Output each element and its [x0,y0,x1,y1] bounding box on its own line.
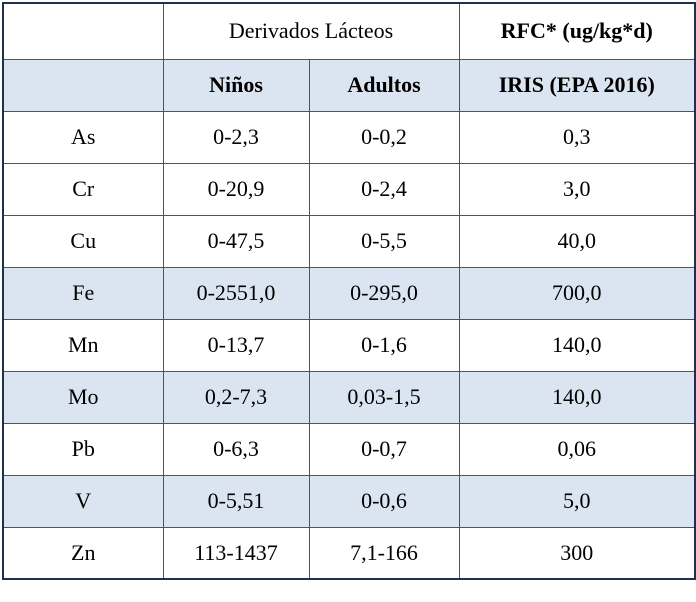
rfc-value-cell: 300 [458,526,696,580]
rfc-value-cell: 3,0 [458,162,696,216]
header-row-2: Niños Adultos IRIS (EPA 2016) [2,58,696,112]
column-header-children: Niños [162,58,310,112]
adults-value-cell: 0-0,2 [308,110,460,164]
rfc-value-cell: 40,0 [458,214,696,268]
element-cell: As [2,110,164,164]
adults-value-cell: 0-295,0 [308,266,460,320]
table-row: Zn 113-1437 7,1-166 300 [2,526,696,580]
element-cell: Zn [2,526,164,580]
adults-value-cell: 0-0,7 [308,422,460,476]
adults-value-cell: 0-2,4 [308,162,460,216]
table-row: Pb 0-6,3 0-0,7 0,06 [2,422,696,476]
element-cell: Mn [2,318,164,372]
children-value-cell: 113-1437 [162,526,310,580]
children-value-cell: 0-20,9 [162,162,310,216]
adults-value-cell: 0-1,6 [308,318,460,372]
rfc-value-cell: 700,0 [458,266,696,320]
table-row: Fe 0-2551,0 0-295,0 700,0 [2,266,696,320]
data-table: Derivados Lácteos RFC* (ug/kg*d) Niños A… [2,2,696,580]
element-cell: Mo [2,370,164,424]
rfc-value-cell: 140,0 [458,370,696,424]
table-row: Cu 0-47,5 0-5,5 40,0 [2,214,696,268]
subheader-corner-cell [2,58,164,112]
rfc-value-cell: 140,0 [458,318,696,372]
table-row: As 0-2,3 0-0,2 0,3 [2,110,696,164]
children-value-cell: 0-5,51 [162,474,310,528]
header-corner-cell [2,2,164,60]
rfc-value-cell: 5,0 [458,474,696,528]
element-cell: Pb [2,422,164,476]
element-cell: Cr [2,162,164,216]
header-rfc: RFC* (ug/kg*d) [458,2,696,60]
children-value-cell: 0-6,3 [162,422,310,476]
adults-value-cell: 0-5,5 [308,214,460,268]
table-row: Cr 0-20,9 0-2,4 3,0 [2,162,696,216]
element-cell: V [2,474,164,528]
column-header-iris: IRIS (EPA 2016) [458,58,696,112]
rfc-value-cell: 0,06 [458,422,696,476]
element-cell: Cu [2,214,164,268]
table-row: V 0-5,51 0-0,6 5,0 [2,474,696,528]
adults-value-cell: 0-0,6 [308,474,460,528]
adults-value-cell: 0,03-1,5 [308,370,460,424]
children-value-cell: 0-47,5 [162,214,310,268]
rfc-value-cell: 0,3 [458,110,696,164]
children-value-cell: 0,2-7,3 [162,370,310,424]
table-row: Mn 0-13,7 0-1,6 140,0 [2,318,696,372]
adults-value-cell: 7,1-166 [308,526,460,580]
column-header-adults: Adultos [308,58,460,112]
children-value-cell: 0-2551,0 [162,266,310,320]
header-row-1: Derivados Lácteos RFC* (ug/kg*d) [2,2,696,60]
group-header-dairy: Derivados Lácteos [162,2,460,60]
children-value-cell: 0-13,7 [162,318,310,372]
table-row: Mo 0,2-7,3 0,03-1,5 140,0 [2,370,696,424]
children-value-cell: 0-2,3 [162,110,310,164]
element-cell: Fe [2,266,164,320]
